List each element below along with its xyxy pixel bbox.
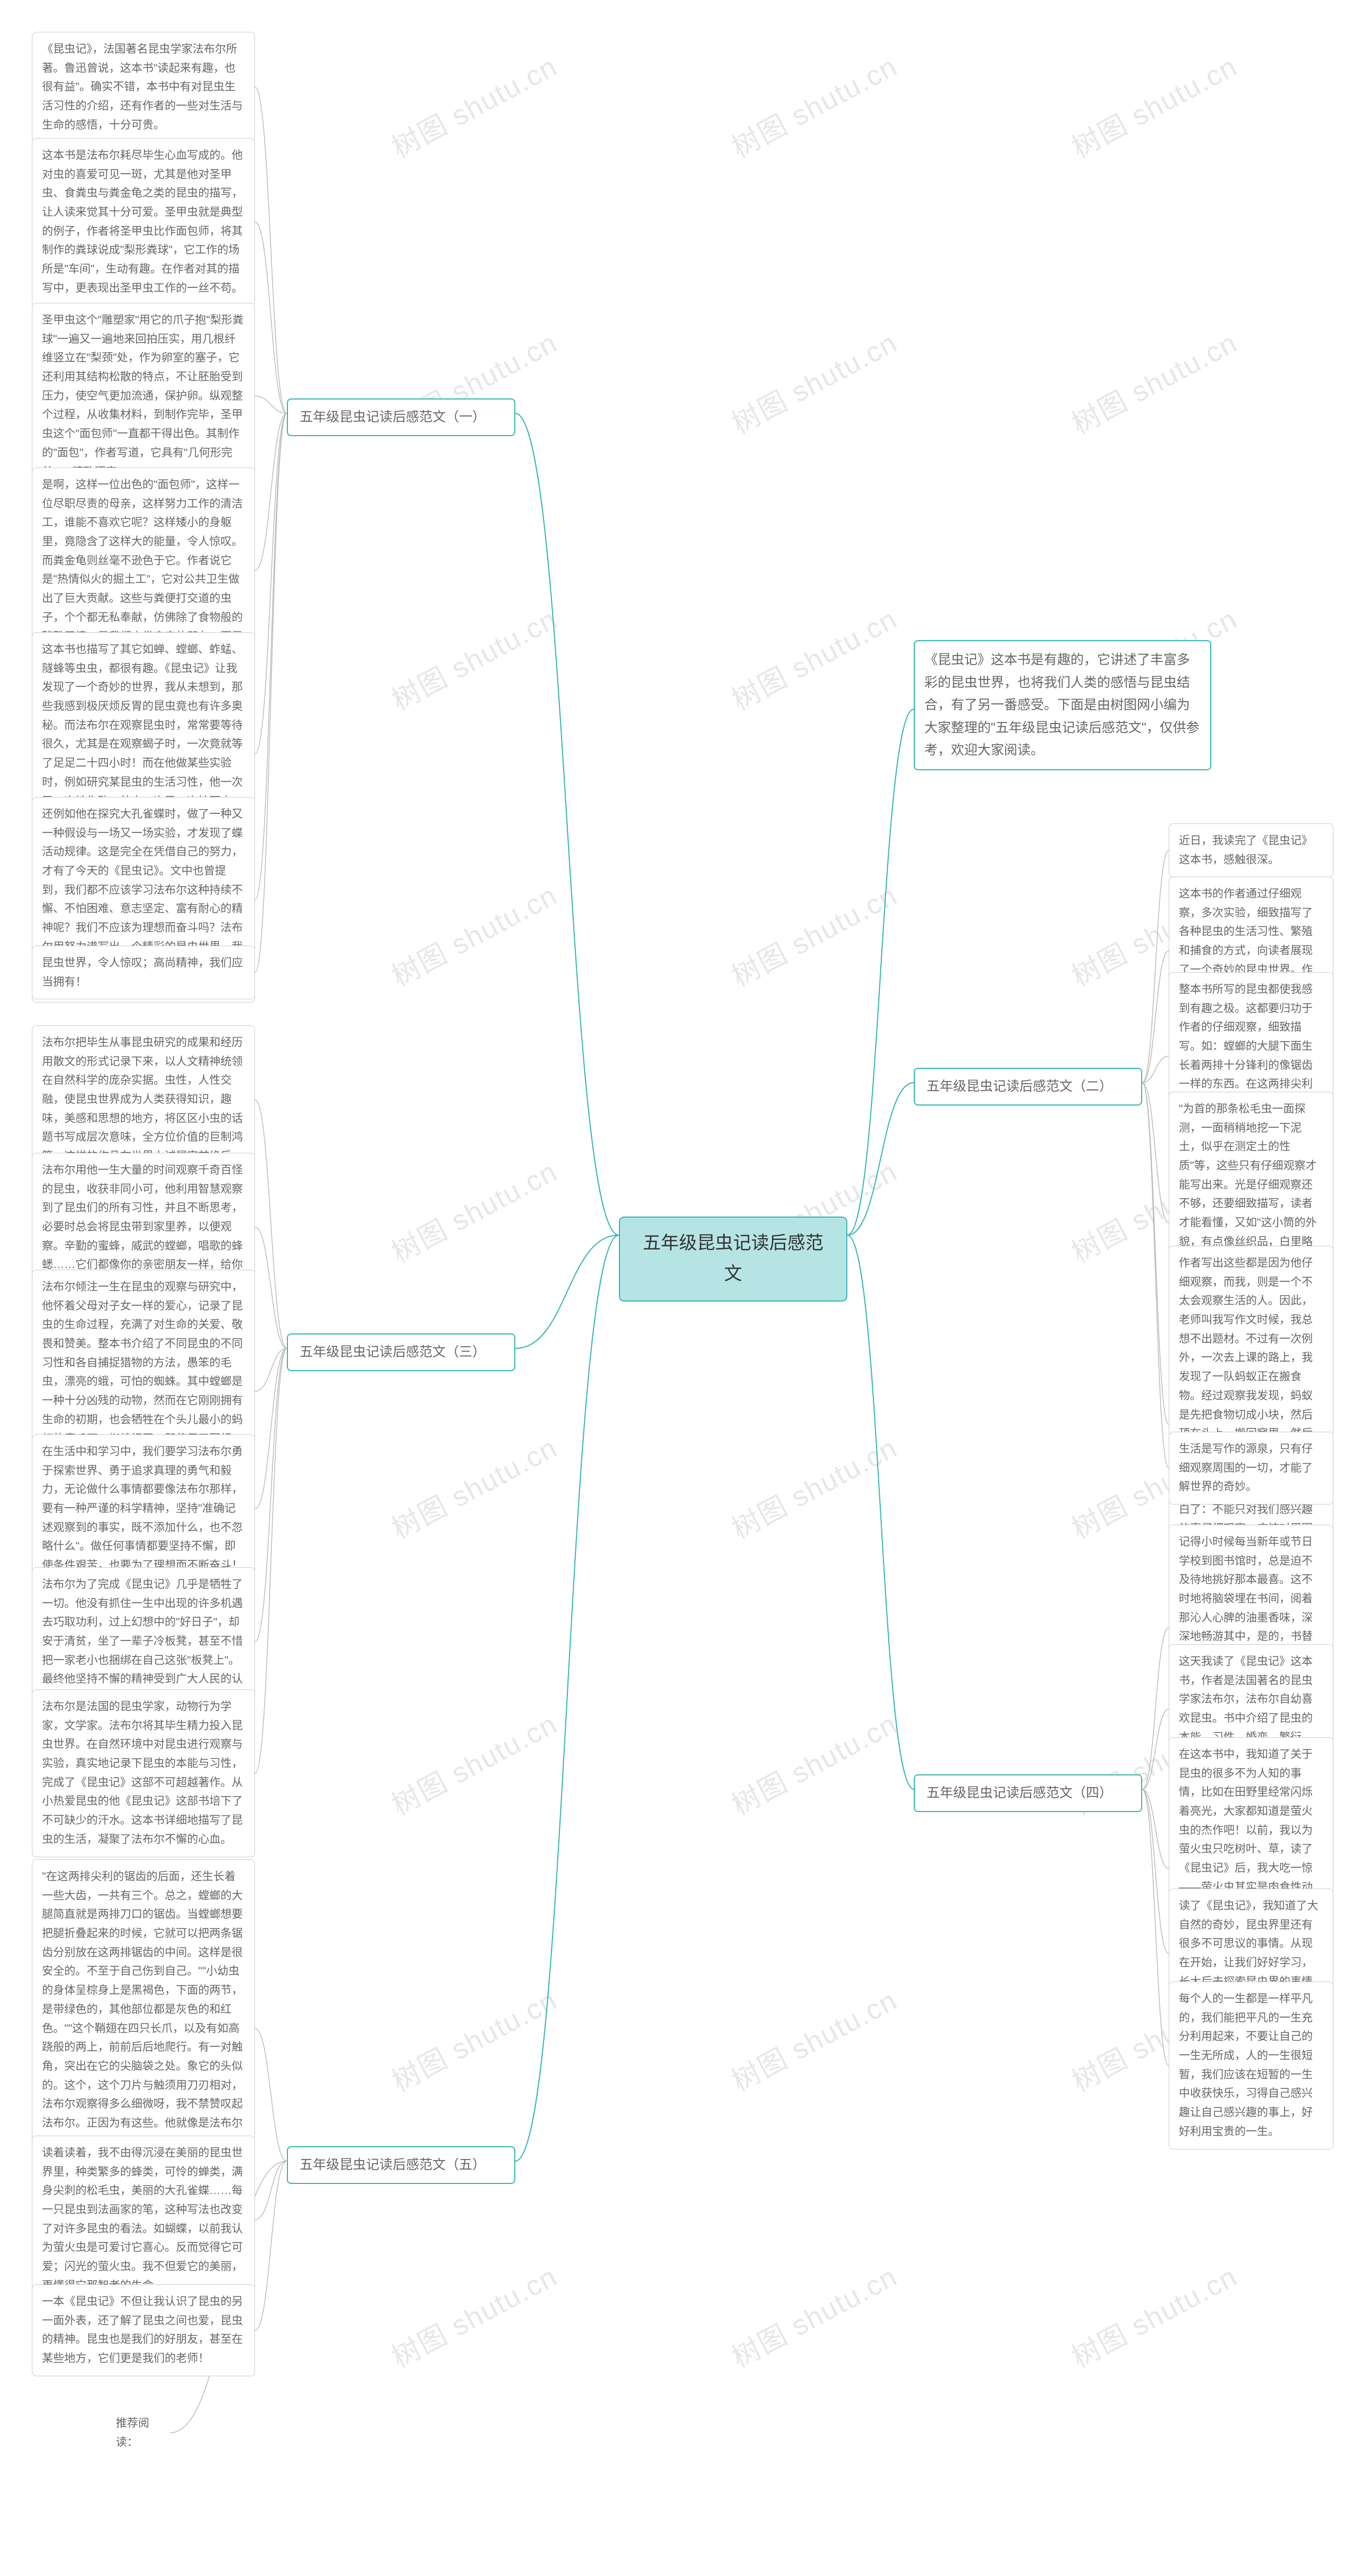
section-s3: 五年级昆虫记读后感范文（三） <box>287 1333 515 1371</box>
leaf-s3l6: 法布尔是法国的昆虫学家，动物行为学家，文学家。法布尔将其毕生精力投入昆虫世界。在… <box>32 1689 255 1857</box>
leaf-s4l5: 每个人的一生都是一样平凡的，我们能把平凡的一生充分利用起来，不要让自己的一生无所… <box>1169 1982 1333 2149</box>
leaf-s3l1: 法布尔把毕生从事昆虫研究的成果和经历用散文的形式记录下来，以人文精神统领在自然科… <box>32 1025 255 1174</box>
center-node: 五年级昆虫记读后感范文 <box>619 1217 847 1302</box>
section-s2: 五年级昆虫记读后感范文（二） <box>914 1068 1142 1106</box>
leaf-s1l7: 昆虫世界，令人惊叹；高尚精神，我们应当拥有！ <box>32 946 255 999</box>
intro-node: 《昆虫记》这本书是有趣的，它讲述了丰富多彩的昆虫世界，也将我们人类的感悟与昆虫结… <box>914 640 1211 770</box>
leaf-s5l4: 推荐阅读： <box>106 2407 170 2459</box>
section-s4: 五年级昆虫记读后感范文（四） <box>914 1774 1142 1812</box>
leaf-s3l4: 在生活中和学习中，我们要学习法布尔勇于探索世界、勇于追求真理的勇气和毅力，无论做… <box>32 1434 255 1583</box>
section-s1: 五年级昆虫记读后感范文（一） <box>287 398 515 436</box>
leaf-s2l1: 近日，我读完了《昆虫记》这本书，感触很深。 <box>1169 823 1333 877</box>
leaf-s5l3: 一本《昆虫记》不但让我认识了昆虫的另一面外表，还了解了昆虫之间也爱，昆虫的精神。… <box>32 2284 255 2376</box>
leaf-s5l2: 读着读着，我不由得沉浸在美丽的昆虫世界里，种类繁多的蜂类，可怜的蝉类，满身尖刺的… <box>32 2136 255 2303</box>
section-s5: 五年级昆虫记读后感范文（五） <box>287 2146 515 2184</box>
leaf-s1l3: 圣甲虫这个"雕塑家"用它的爪子抱"梨形粪球"一遍又一遍地来回拍压实，用几根纤维竖… <box>32 303 255 489</box>
leaf-s2l6: 生活是写作的源泉，只有仔细观察周围的一切，才能了解世界的奇妙。 <box>1169 1432 1333 1504</box>
leaf-s1l1: 《昆虫记》，法国著名昆虫学家法布尔所著。鲁迅曾说，这本书"读起来有趣，也很有益"… <box>32 32 255 142</box>
leaf-s1l2: 这本书是法布尔耗尽毕生心血写成的。他对虫的喜爱可见一斑，尤其是他对圣甲虫、食粪虫… <box>32 138 255 306</box>
